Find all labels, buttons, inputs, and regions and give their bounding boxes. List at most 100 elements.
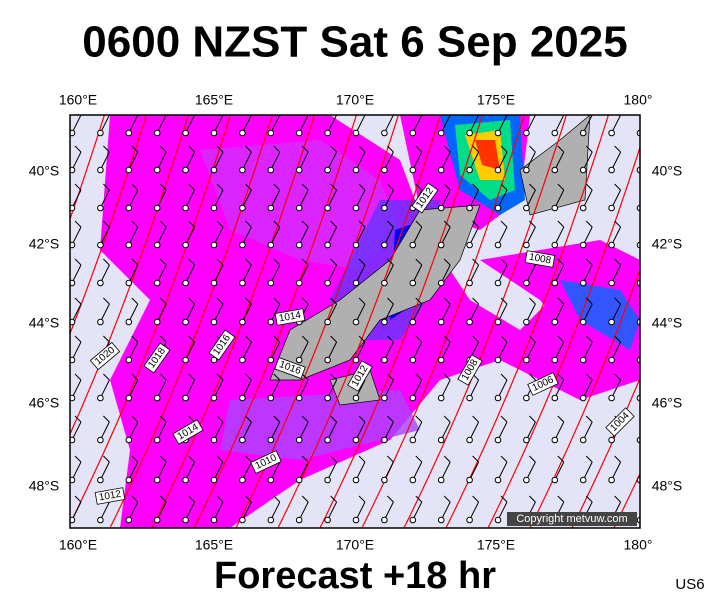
station (324, 166, 331, 174)
wind-barb-flag (585, 373, 593, 381)
station (182, 516, 189, 524)
wind-barb-flag (159, 495, 167, 503)
wind-barb-flag (330, 495, 337, 503)
wind-barb-flag (188, 373, 195, 381)
wind-barb-flag (585, 455, 593, 463)
wind-barb-flag (74, 335, 82, 343)
station (153, 204, 161, 212)
station (239, 241, 246, 249)
wind-barb (554, 151, 565, 171)
map-area (0, 109, 649, 540)
station (125, 356, 133, 364)
wind-barb-flag (387, 297, 394, 305)
wind-barb-flag (387, 220, 394, 228)
station (551, 318, 559, 326)
wind-barb-flag (103, 220, 110, 228)
wind-barb (241, 421, 252, 441)
station (210, 394, 218, 402)
wind-barb-flag (131, 455, 139, 463)
wind-barb (497, 379, 508, 399)
wind-barb-flag (643, 109, 649, 115)
wind-barb-flag (500, 258, 508, 266)
wind-barb (383, 341, 394, 361)
station (579, 476, 587, 484)
isobar (235, 115, 400, 528)
wind-barb-flag (301, 183, 309, 191)
station (295, 241, 303, 249)
isobar (571, 376, 640, 528)
wind-barb (383, 501, 394, 521)
station (352, 166, 360, 174)
wind-barb (355, 379, 366, 399)
wind-barb-flag (443, 220, 451, 228)
wind-barb (270, 151, 281, 171)
wind-barb (497, 151, 508, 171)
wind-barb (355, 115, 366, 134)
wind-barb-flag (500, 297, 508, 305)
wind-barb-flag (188, 495, 195, 503)
station (125, 318, 133, 326)
wind-barb (383, 264, 394, 284)
station (409, 129, 417, 137)
wind-barb (412, 421, 423, 441)
wind-barb (582, 461, 593, 481)
wind-barb-flag (643, 221, 649, 227)
station (239, 279, 246, 287)
wind-barb-flag (477, 115, 479, 116)
wind-barb-flag (108, 115, 110, 116)
wind-barb-flag (557, 373, 565, 381)
station (210, 129, 218, 137)
wind-barb-flag (273, 220, 281, 228)
wind-barb (128, 501, 139, 521)
wind-barb-flag (387, 495, 394, 503)
wind-barb-flag (250, 115, 252, 116)
wind-barb (270, 461, 281, 481)
wind-barb-flag (472, 220, 479, 228)
station (125, 166, 133, 174)
wind-barb-flag (643, 298, 649, 304)
wind-barb-flag (563, 115, 564, 116)
wind-barb (298, 341, 309, 361)
wind-barb-flag (449, 115, 451, 116)
wind-barb (71, 151, 82, 171)
wind-barb (99, 226, 110, 246)
station (466, 476, 473, 484)
wind-barb (440, 461, 451, 481)
wind-barb (298, 461, 309, 481)
station (409, 166, 417, 174)
wind-barb (213, 303, 224, 323)
wind-barb (241, 461, 252, 481)
wind-barb (611, 461, 622, 481)
wind-barb (241, 341, 252, 361)
station (381, 436, 388, 444)
station (239, 318, 246, 326)
wind-barb (440, 341, 451, 361)
wind-barb-flag (103, 258, 110, 266)
station (352, 241, 360, 249)
station (153, 166, 161, 174)
wind-barb-flag (74, 183, 82, 191)
wind-barb (611, 189, 622, 209)
wind-barb (554, 379, 565, 399)
station (523, 394, 530, 402)
wind-barb (213, 461, 224, 481)
station (239, 204, 246, 212)
station (267, 356, 275, 364)
wind-barb-flag (506, 115, 507, 116)
wind-barb (327, 341, 338, 361)
wind-barb-flag (443, 335, 451, 343)
wind-barb-flag (358, 455, 366, 463)
isobar (0, 110, 22, 540)
wind-barb (639, 396, 640, 398)
lon-label-top: 180° (624, 92, 653, 108)
wind-barb (554, 226, 565, 246)
station (608, 436, 615, 444)
station (579, 436, 587, 444)
wind-barb-flag (188, 183, 195, 191)
wind-barb-flag (131, 145, 139, 153)
station (324, 516, 331, 524)
wind-barb-flag (614, 220, 621, 228)
wind-barb-flag (74, 415, 82, 423)
wind-barb (469, 226, 480, 246)
